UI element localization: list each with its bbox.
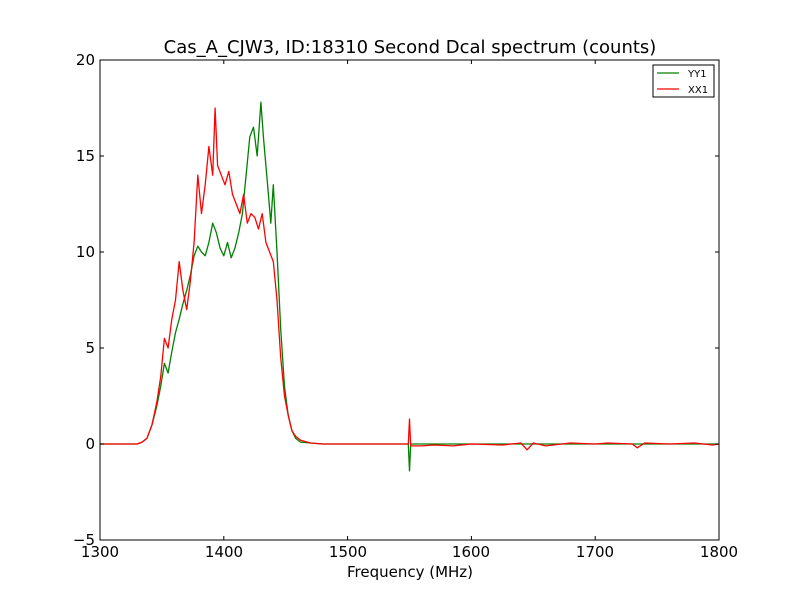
y-tick-label: 0: [85, 435, 95, 453]
y-tick-label: −5: [73, 531, 95, 549]
x-tick-label: 1300: [81, 543, 119, 561]
y-tick-labels: 20 15 10 5 0 −5: [73, 51, 95, 549]
ticks-layer: [99, 59, 720, 541]
y-tick-label: 20: [76, 51, 95, 69]
x-axis-label: Frequency (MHz): [347, 563, 473, 581]
legend: YY1 XX1: [652, 64, 715, 98]
y-tick-label: 15: [76, 147, 95, 165]
x-tick-label: 1800: [700, 543, 738, 561]
series-line-xx1: [100, 107, 720, 451]
legend-label-xx1: XX1: [688, 85, 708, 96]
x-tick-labels: 1300 1400 1500 1600 1700 1800: [81, 543, 738, 561]
series-layer: [100, 101, 720, 472]
y-tick-label: 5: [85, 339, 95, 357]
chart-title: Cas_A_CJW3, ID:18310 Second Dcal spectru…: [164, 37, 657, 58]
x-tick-label: 1500: [329, 543, 367, 561]
x-tick-label: 1600: [452, 543, 490, 561]
x-tick-label: 1400: [205, 543, 243, 561]
legend-label-yy1: YY1: [687, 69, 707, 80]
x-tick-label: 1700: [576, 543, 614, 561]
plot-area: [99, 59, 720, 541]
y-tick-label: 10: [76, 243, 95, 261]
legend-box: [652, 64, 715, 98]
